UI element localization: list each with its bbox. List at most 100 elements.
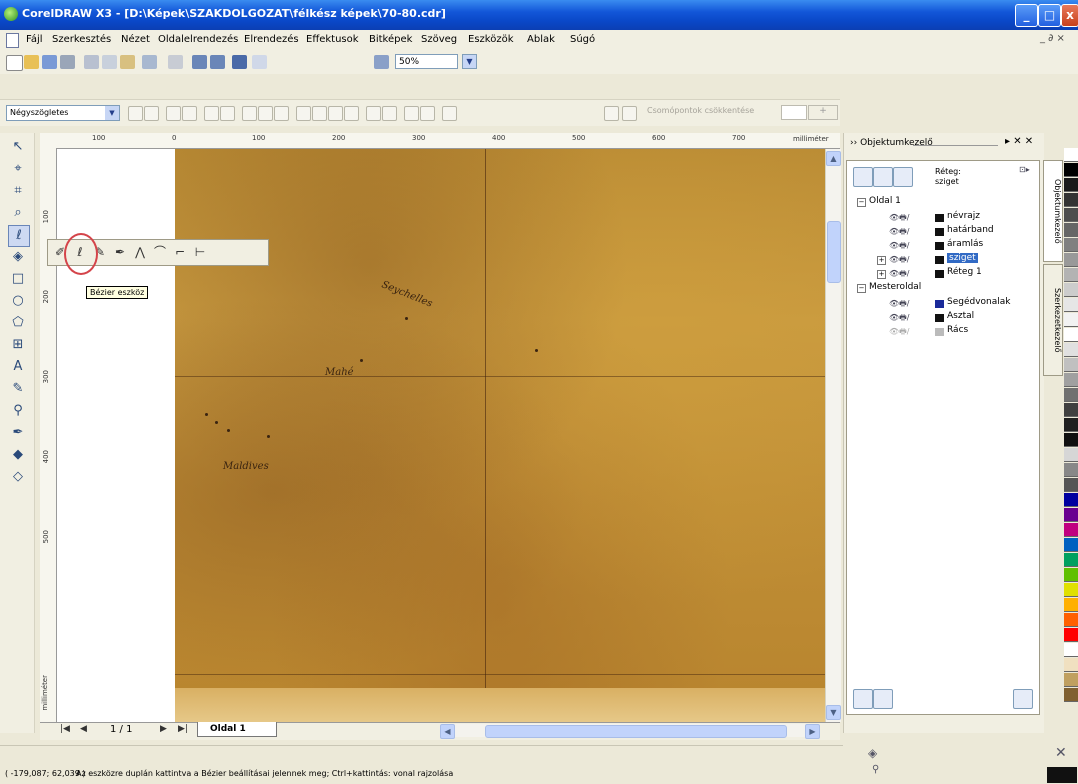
basic-shapes-tool-icon[interactable]: ⊞ xyxy=(12,337,24,352)
shape-tool-icon[interactable]: ⌖ xyxy=(14,161,22,176)
chevron-down-icon[interactable]: ▼ xyxy=(105,106,119,120)
pen-tool-icon[interactable]: ✒ xyxy=(114,245,126,259)
menu-tools[interactable]: Eszközök xyxy=(468,34,514,45)
pick-tool-icon[interactable]: ↖ xyxy=(12,139,24,154)
palette-color-swatch[interactable] xyxy=(1064,208,1078,222)
palette-color-swatch[interactable] xyxy=(1064,553,1078,567)
palette-color-swatch[interactable] xyxy=(1064,268,1078,282)
zoom-level-field[interactable]: 50% xyxy=(395,54,458,69)
layer-guides[interactable]: Segédvonalak xyxy=(947,297,1011,307)
tree-master-page[interactable]: Mesteroldal xyxy=(869,282,922,292)
new-document-icon[interactable] xyxy=(6,55,23,71)
auto-close-icon[interactable] xyxy=(344,106,359,121)
palette-color-swatch[interactable] xyxy=(1064,643,1078,657)
layer-desktop[interactable]: Asztal xyxy=(947,311,975,321)
crop-tool-icon[interactable]: ⌗ xyxy=(14,183,22,198)
elastic-mode-icon[interactable] xyxy=(420,106,435,121)
fill-tool-icon[interactable]: ◆ xyxy=(13,447,23,462)
palette-color-swatch[interactable] xyxy=(1064,568,1078,582)
selection-mode-dropdown[interactable]: Négyszögletes ▼ xyxy=(6,105,120,121)
palette-color-swatch[interactable] xyxy=(1064,478,1078,492)
reverse-direction-icon[interactable] xyxy=(296,106,311,121)
expand-icon[interactable]: + xyxy=(877,270,886,279)
tree-page-1[interactable]: Oldal 1 xyxy=(869,196,901,206)
drawing-canvas[interactable]: Seychelles Mahé Maldives xyxy=(57,149,825,722)
extract-subpath-icon[interactable] xyxy=(328,106,343,121)
palette-color-swatch[interactable] xyxy=(1064,373,1078,387)
eyedropper-tool-icon[interactable]: ⚲ xyxy=(13,403,23,418)
corel-online-icon[interactable] xyxy=(374,55,389,69)
scroll-up-button[interactable]: ▲ xyxy=(826,151,841,166)
new-master-layer-icon[interactable] xyxy=(873,689,893,709)
horizontal-scroll-thumb[interactable] xyxy=(485,725,787,738)
palette-color-swatch[interactable] xyxy=(1064,433,1078,447)
palette-color-swatch[interactable] xyxy=(1064,493,1078,507)
interactive-connector-tool-icon[interactable]: ⌐ xyxy=(174,245,186,259)
node-grid-icon[interactable] xyxy=(622,106,637,121)
menu-edit[interactable]: Szerkesztés xyxy=(52,34,112,45)
menu-file[interactable]: Fájl xyxy=(26,34,43,45)
palette-color-swatch[interactable] xyxy=(1064,328,1078,342)
open-folder-icon[interactable] xyxy=(24,55,39,69)
menu-window[interactable]: Ablak xyxy=(527,34,555,45)
maximize-button[interactable]: □ xyxy=(1038,4,1061,27)
expand-icon[interactable]: + xyxy=(877,256,886,265)
stretch-nodes-icon[interactable] xyxy=(366,106,381,121)
export-icon[interactable] xyxy=(210,55,225,69)
zoom-dropdown-button[interactable]: ▼ xyxy=(462,54,477,69)
delete-layer-icon[interactable] xyxy=(1013,689,1033,709)
smart-fill-tool-icon[interactable]: ◈ xyxy=(13,249,23,264)
layer-grid[interactable]: Rács xyxy=(947,325,969,335)
scroll-right-button[interactable]: ▶ xyxy=(805,724,820,739)
no-fill-icon[interactable]: ✕ xyxy=(1055,745,1067,761)
curve-smoothness-field[interactable] xyxy=(781,105,807,120)
menu-view[interactable]: Nézet xyxy=(121,34,150,45)
palette-color-swatch[interactable] xyxy=(1064,193,1078,207)
palette-color-swatch[interactable] xyxy=(1064,403,1078,417)
layer-visibility-icons[interactable]: 👁🖶/ xyxy=(889,227,910,236)
mdi-window-controls[interactable]: _ ∂ × xyxy=(1040,33,1065,44)
interactive-blend-tool-icon[interactable]: ✎ xyxy=(12,381,24,396)
curve-tool-icon[interactable]: ℓ xyxy=(8,225,30,247)
horizontal-ruler[interactable]: 100 0 100 200 300 400 500 600 700 xyxy=(40,133,840,149)
palette-color-swatch[interactable] xyxy=(1064,658,1078,672)
palette-color-swatch[interactable] xyxy=(1064,178,1078,192)
vertical-scrollbar[interactable]: ▲ ▼ xyxy=(825,149,841,722)
vertical-ruler[interactable]: 100 200 300 400 500 xyxy=(40,148,57,722)
layer-manager-view-icon[interactable] xyxy=(893,167,913,187)
palette-color-swatch[interactable] xyxy=(1064,628,1078,642)
tab-object-data-manager[interactable]: Szerkezetkezelő xyxy=(1043,264,1063,376)
layer-visibility-icons[interactable]: 👁🖶/ xyxy=(889,327,910,336)
text-tool-icon[interactable]: A xyxy=(13,359,23,374)
rectangle-tool-icon[interactable]: □ xyxy=(11,271,25,286)
cusp-node-icon[interactable] xyxy=(242,106,257,121)
palette-color-swatch[interactable] xyxy=(1064,463,1078,477)
palette-color-swatch[interactable] xyxy=(1064,253,1078,267)
join-nodes-icon[interactable] xyxy=(166,106,181,121)
rotate-nodes-icon[interactable] xyxy=(382,106,397,121)
three-point-curve-tool-icon[interactable]: ⌒ xyxy=(153,245,166,259)
minimize-button[interactable]: _ xyxy=(1015,4,1038,27)
palette-color-swatch[interactable] xyxy=(1064,418,1078,432)
first-page-button[interactable]: |◀ xyxy=(60,724,70,734)
interactive-fill-tool-icon[interactable]: ◇ xyxy=(13,469,23,484)
break-curve-icon[interactable] xyxy=(182,106,197,121)
palette-color-swatch[interactable] xyxy=(1064,538,1078,552)
import-icon[interactable] xyxy=(192,55,207,69)
palette-color-swatch[interactable] xyxy=(1064,238,1078,252)
layer-visibility-icons[interactable]: 👁🖶/ xyxy=(889,299,910,308)
delete-node-icon[interactable] xyxy=(144,106,159,121)
last-page-button[interactable]: ▶| xyxy=(178,724,188,734)
menu-effects[interactable]: Effektusok xyxy=(306,34,359,45)
convert-to-curve-icon[interactable] xyxy=(220,106,235,121)
layer-visibility-icons[interactable]: 👁🖶/ xyxy=(889,213,910,222)
welcome-screen-icon[interactable] xyxy=(252,55,267,69)
map-bitmap-image[interactable]: Seychelles Mahé Maldives xyxy=(175,149,825,722)
collapse-icon[interactable]: − xyxy=(857,198,866,207)
palette-color-swatch[interactable] xyxy=(1064,388,1078,402)
polyline-tool-icon[interactable]: ⋀ xyxy=(135,245,145,259)
smooth-node-icon[interactable] xyxy=(258,106,273,121)
extend-curve-icon[interactable] xyxy=(312,106,327,121)
add-node-icon[interactable] xyxy=(128,106,143,121)
palette-color-swatch[interactable] xyxy=(1064,673,1078,687)
